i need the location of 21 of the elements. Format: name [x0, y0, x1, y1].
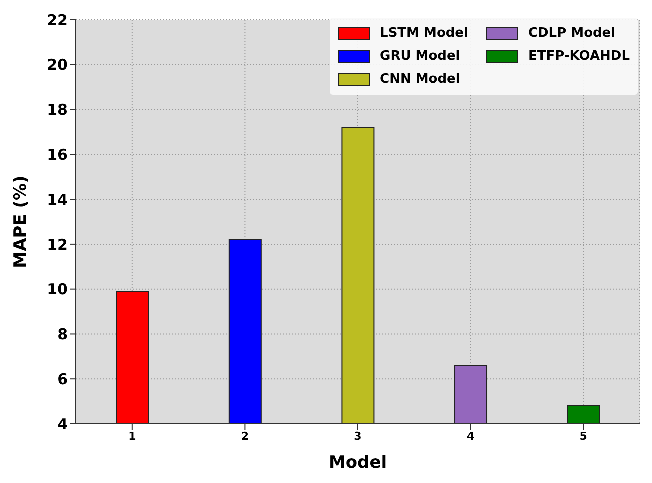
- x-axis-title: Model: [328, 453, 388, 473]
- y-tick-label: 22: [47, 11, 68, 30]
- x-tick-label: 5: [580, 430, 588, 443]
- y-tick-label: 18: [47, 101, 68, 120]
- y-axis-title: MAPE (%): [11, 176, 32, 268]
- x-tick-label: 1: [128, 430, 136, 443]
- y-tick-label: 20: [47, 56, 68, 74]
- y-tick-label: 6: [58, 370, 68, 388]
- legend-label: CNN Model: [380, 72, 460, 87]
- x-tick-label: 4: [466, 430, 475, 443]
- legend-label: ETFP-KOAHDL: [528, 49, 630, 64]
- x-tick-label: 3: [354, 430, 362, 443]
- y-tick-label: 12: [47, 236, 68, 254]
- legend-label: GRU Model: [380, 49, 460, 64]
- y-tick-label: 8: [58, 326, 68, 344]
- y-tick-label: 10: [47, 280, 68, 299]
- y-tick-label: 14: [47, 190, 68, 209]
- x-tick-label: 2: [241, 430, 250, 443]
- legend-label: CDLP Model: [528, 26, 616, 41]
- legend-label: LSTM Model: [380, 26, 468, 41]
- y-tick-label: 16: [47, 146, 68, 164]
